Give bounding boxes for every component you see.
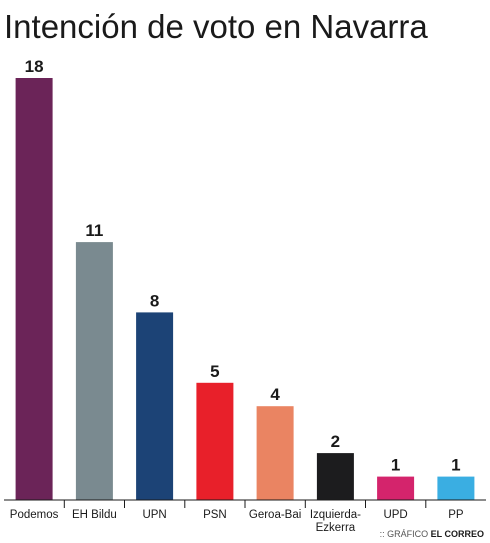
category-label-3: PSN (203, 509, 227, 521)
bar-7 (437, 476, 475, 500)
value-label-7: 1 (451, 456, 460, 475)
category-label-1: EH Bildu (72, 509, 117, 521)
bar-3 (196, 382, 234, 500)
value-label-2: 8 (150, 291, 159, 310)
bar-1 (75, 242, 113, 500)
value-label-5: 2 (331, 432, 340, 451)
bar-0 (15, 78, 53, 500)
category-label-2: UPN (142, 509, 166, 521)
category-label-7: PP (448, 509, 464, 521)
category-label-6: UPD (383, 509, 407, 521)
value-label-3: 5 (210, 362, 219, 381)
category-label-4: Geroa-Bai (249, 509, 301, 521)
bar-2 (136, 312, 174, 500)
category-label-5: Izquierda-Ezkerra (310, 509, 361, 534)
x-axis-ticks (63, 500, 427, 508)
x-axis-labels: Podemos EH Bildu UPN PSN Geroa-Bai Izquierda-… (10, 509, 464, 534)
value-label-6: 1 (391, 456, 400, 475)
value-label-1: 11 (85, 221, 103, 240)
chart-title: Intención de voto en Navarra (4, 8, 428, 45)
category-label-0: Podemos (10, 509, 59, 521)
source-credit: :: GRÁFICO EL CORREO (380, 529, 484, 539)
bar-6 (377, 476, 415, 500)
credit-brand: EL CORREO (431, 529, 484, 539)
credit-prefix: :: GRÁFICO (380, 529, 431, 539)
bar-4 (256, 406, 294, 500)
bar-5 (316, 453, 354, 500)
value-label-0: 18 (25, 57, 44, 76)
value-label-4: 4 (270, 385, 280, 404)
